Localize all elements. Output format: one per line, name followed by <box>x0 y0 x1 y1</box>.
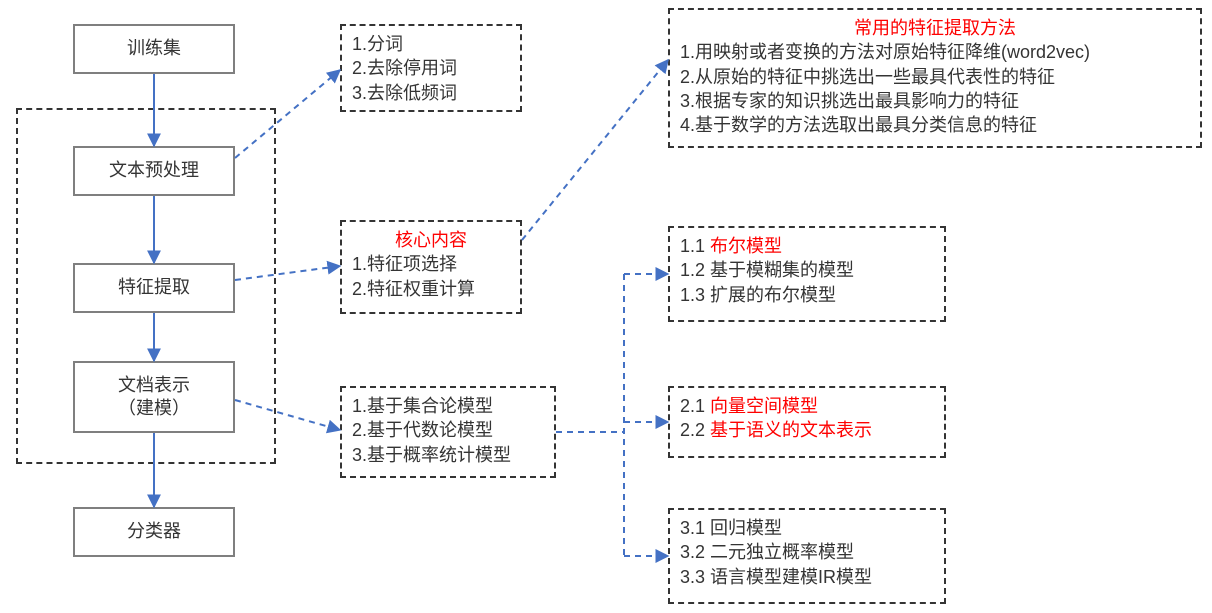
box-set-models: 1.1 布尔模型 1.2 基于模糊集的模型 1.3 扩展的布尔模型 <box>668 226 946 322</box>
line: 2.去除停用词 <box>352 56 510 80</box>
line: 4.基于数学的方法选取出最具分类信息的特征 <box>680 113 1190 137</box>
line: 2.2 基于语义的文本表示 <box>680 418 934 442</box>
line: 1.用映射或者变换的方法对原始特征降维(word2vec) <box>680 40 1190 64</box>
line: 3.2 二元独立概率模型 <box>680 540 934 564</box>
line: 1.2 基于模糊集的模型 <box>680 258 934 282</box>
box-algebra-models: 2.1 向量空间模型 2.2 基于语义的文本表示 <box>668 386 946 458</box>
line: 3.去除低频词 <box>352 81 510 105</box>
node-label: 训练集 <box>127 37 181 60</box>
line: 1.3 扩展的布尔模型 <box>680 283 934 307</box>
node-doc-represent: 文档表示 （建模） <box>73 361 235 433</box>
node-label: 特征提取 <box>118 276 190 299</box>
box-prob-models: 3.1 回归模型 3.2 二元独立概率模型 3.3 语言模型建模IR模型 <box>668 508 946 604</box>
line: 2.特征权重计算 <box>352 277 510 301</box>
box-model-categories: 1.基于集合论模型 2.基于代数论模型 3.基于概率统计模型 <box>340 386 556 478</box>
box-preprocess-steps: 1.分词 2.去除停用词 3.去除低频词 <box>340 24 522 112</box>
line: 1.1 布尔模型 <box>680 234 934 258</box>
box-title: 核心内容 <box>352 228 510 252</box>
node-label: 文档表示 <box>118 374 190 397</box>
line: 2.基于代数论模型 <box>352 418 544 442</box>
box-feature-methods: 常用的特征提取方法 1.用映射或者变换的方法对原始特征降维(word2vec) … <box>668 8 1202 148</box>
box-core-content: 核心内容 1.特征项选择 2.特征权重计算 <box>340 220 522 314</box>
line: 3.3 语言模型建模IR模型 <box>680 565 934 589</box>
line: 3.基于概率统计模型 <box>352 443 544 467</box>
line: 1.基于集合论模型 <box>352 394 544 418</box>
node-classifier: 分类器 <box>73 507 235 557</box>
node-preprocess: 文本预处理 <box>73 146 235 196</box>
line: 3.1 回归模型 <box>680 516 934 540</box>
line: 3.根据专家的知识挑选出最具影响力的特征 <box>680 89 1190 113</box>
node-feature-extract: 特征提取 <box>73 263 235 313</box>
node-label: 文本预处理 <box>109 159 199 182</box>
line: 1.特征项选择 <box>352 252 510 276</box>
box-title: 常用的特征提取方法 <box>680 16 1190 40</box>
line: 2.1 向量空间模型 <box>680 394 934 418</box>
node-label2: （建模） <box>118 397 190 420</box>
line: 1.分词 <box>352 32 510 56</box>
line: 2.从原始的特征中挑选出一些最具代表性的特征 <box>680 65 1190 89</box>
node-label: 分类器 <box>127 520 181 543</box>
node-training-set: 训练集 <box>73 24 235 74</box>
